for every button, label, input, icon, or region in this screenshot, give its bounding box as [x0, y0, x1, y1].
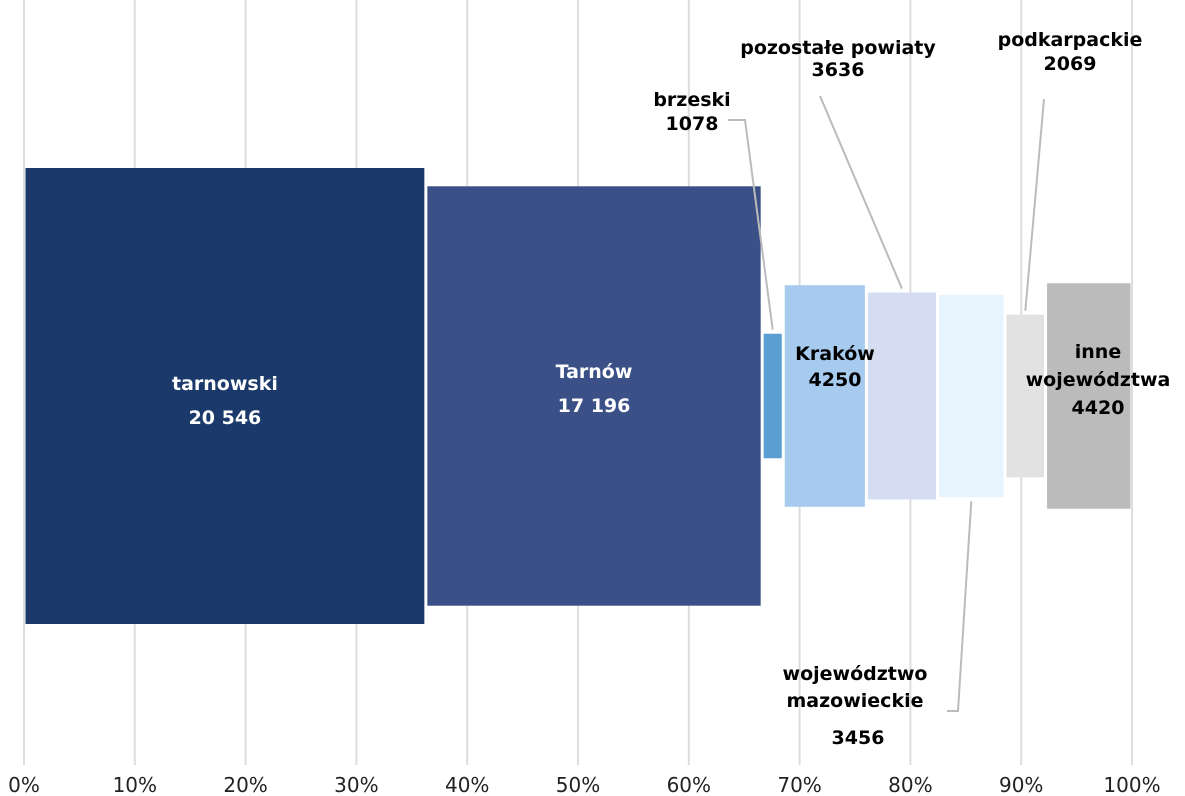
- x-tick-label: 50%: [556, 773, 600, 796]
- x-tick-label: 10%: [113, 773, 157, 796]
- bar-3: [784, 285, 865, 507]
- x-tick-label: 0%: [8, 773, 40, 796]
- label-wojewodztwo-mazowieckie-value: 3456: [832, 727, 885, 749]
- x-tick-label: 90%: [999, 773, 1043, 796]
- bar-4: [867, 292, 936, 500]
- x-axis-ticks: 0% 10% 20% 30% 40% 50% 60% 70% 80% 90% 100%: [8, 773, 1160, 796]
- data-labels: tarnowski 20 546 Tarnów 17 196 Kraków 4250 inn…: [172, 29, 1170, 749]
- label-wojewodztwo-mazowieckie: województwo mazowieckie: [783, 663, 928, 712]
- x-tick-label: 80%: [888, 773, 932, 796]
- bar-6: [1006, 314, 1045, 478]
- x-tick-label: 60%: [667, 773, 711, 796]
- label-inne-wojewodztwa: inne województwa 4420: [1026, 341, 1171, 419]
- leader-pozostale-powiaty: [819, 95, 903, 289]
- label-podkarpackie: podkarpackie 2069: [998, 29, 1143, 75]
- x-tick-label: 20%: [223, 773, 267, 796]
- bar-1: [427, 186, 761, 606]
- bar-5: [938, 294, 1004, 498]
- bars: [25, 167, 1131, 625]
- x-tick-label: 30%: [334, 773, 378, 796]
- leader-brzeski: [728, 119, 774, 330]
- label-tarnow: Tarnów 17 196: [556, 361, 633, 417]
- leader-wojewodztwo-mazowieckie: [947, 501, 973, 712]
- label-pozostale-powiaty: pozostałe powiaty 3636: [740, 37, 936, 81]
- leader-lines: [728, 95, 1045, 712]
- x-tick-label: 100%: [1103, 773, 1160, 796]
- bar-2: [763, 333, 782, 459]
- bar-0: [25, 167, 425, 625]
- x-tick-label: 70%: [777, 773, 821, 796]
- label-tarnowski: tarnowski 20 546: [172, 373, 278, 429]
- leader-podkarpackie: [1024, 98, 1045, 311]
- bar-7: [1047, 283, 1131, 509]
- x-tick-label: 40%: [445, 773, 489, 796]
- label-krakow: Kraków 4250: [795, 343, 875, 391]
- label-brzeski: brzeski 1078: [653, 89, 730, 135]
